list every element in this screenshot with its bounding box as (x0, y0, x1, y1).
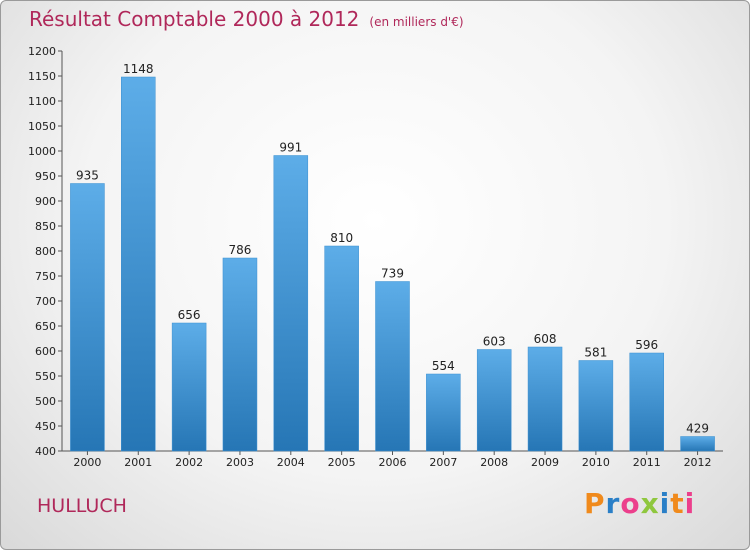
bar-2009[interactable] (527, 346, 563, 452)
logo-letter: o (620, 487, 641, 520)
y-tick-label: 950 (35, 170, 56, 183)
x-tick-label-2008: 2008 (480, 456, 508, 469)
proxiti-logo[interactable]: Proxiti (584, 487, 695, 520)
bar-2010[interactable] (578, 360, 614, 452)
y-tick-label: 600 (35, 345, 56, 358)
x-tick-label-2000: 2000 (73, 456, 101, 469)
bar-2004[interactable] (273, 155, 309, 452)
y-tick-label: 850 (35, 220, 56, 233)
x-tick-label-2007: 2007 (429, 456, 457, 469)
chart-unit: (en milliers d'€) (369, 15, 464, 29)
logo-letter: r (605, 487, 621, 520)
y-tick-label: 700 (35, 295, 56, 308)
logo-letter: i (659, 487, 671, 520)
y-tick-label: 400 (35, 445, 56, 458)
value-label-2012: 429 (686, 422, 709, 436)
logo-letter: t (670, 487, 685, 520)
value-label-2007: 554 (432, 359, 455, 373)
y-tick-label: 650 (35, 320, 56, 333)
bars: 935 1148 656 786 991 810 739 554 603 608 581 596 429 (70, 62, 715, 452)
city-name: HULLUCH (37, 495, 127, 517)
bar-2000[interactable] (70, 183, 105, 452)
value-label-2008: 603 (483, 335, 506, 349)
axes: 400 450 500 550 600 650 700 750 800 850 900 950 1000… (28, 45, 723, 469)
y-tick-label: 500 (35, 395, 56, 408)
bar-2008[interactable] (476, 349, 512, 452)
y-tick-label: 550 (35, 370, 56, 383)
value-label-2010: 581 (584, 346, 607, 360)
x-tick-label-2001: 2001 (124, 456, 152, 469)
y-tick-label: 1000 (28, 145, 56, 158)
bar-2012[interactable] (680, 436, 715, 452)
logo-letter: P (584, 487, 606, 520)
value-label-2000: 935 (76, 169, 99, 183)
logo-letter: i (684, 487, 696, 520)
value-label-2006: 739 (381, 267, 404, 281)
bar-2001[interactable] (121, 76, 156, 452)
logo-letter: x (640, 487, 660, 520)
x-tick-label-2003: 2003 (226, 456, 254, 469)
chart-title: Résultat Comptable 2000 à 2012 (en millie… (29, 7, 464, 31)
x-tick-label-2005: 2005 (328, 456, 356, 469)
value-label-2003: 786 (229, 243, 252, 257)
x-tick-label-2011: 2011 (633, 456, 661, 469)
x-tick-label-2009: 2009 (531, 456, 559, 469)
bar-2006[interactable] (375, 281, 410, 452)
bar-2007[interactable] (426, 373, 461, 452)
chart-title-text: Résultat Comptable 2000 à 2012 (29, 7, 360, 31)
value-label-2002: 656 (178, 308, 201, 322)
y-tick-label: 800 (35, 245, 56, 258)
y-tick-label: 750 (35, 270, 56, 283)
y-tick-label: 1100 (28, 95, 56, 108)
value-label-2005: 810 (330, 231, 353, 245)
y-tick-label: 1150 (28, 70, 56, 83)
y-tick-label: 1050 (28, 120, 56, 133)
value-label-2011: 596 (635, 338, 658, 352)
value-label-2004: 991 (279, 141, 302, 155)
bar-2003[interactable] (222, 257, 258, 452)
x-tick-label-2002: 2002 (175, 456, 203, 469)
value-label-2001: 1148 (123, 62, 154, 76)
y-tick-label: 1200 (28, 45, 56, 58)
bar-2005[interactable] (324, 245, 359, 452)
x-tick-label-2010: 2010 (582, 456, 610, 469)
y-tick-label: 900 (35, 195, 56, 208)
x-tick-label-2006: 2006 (379, 456, 407, 469)
value-label-2009: 608 (534, 332, 557, 346)
bar-2002[interactable] (171, 322, 207, 452)
x-tick-label-2012: 2012 (684, 456, 712, 469)
x-tick-label-2004: 2004 (277, 456, 305, 469)
y-tick-label: 450 (35, 420, 56, 433)
bar-2011[interactable] (629, 352, 664, 452)
